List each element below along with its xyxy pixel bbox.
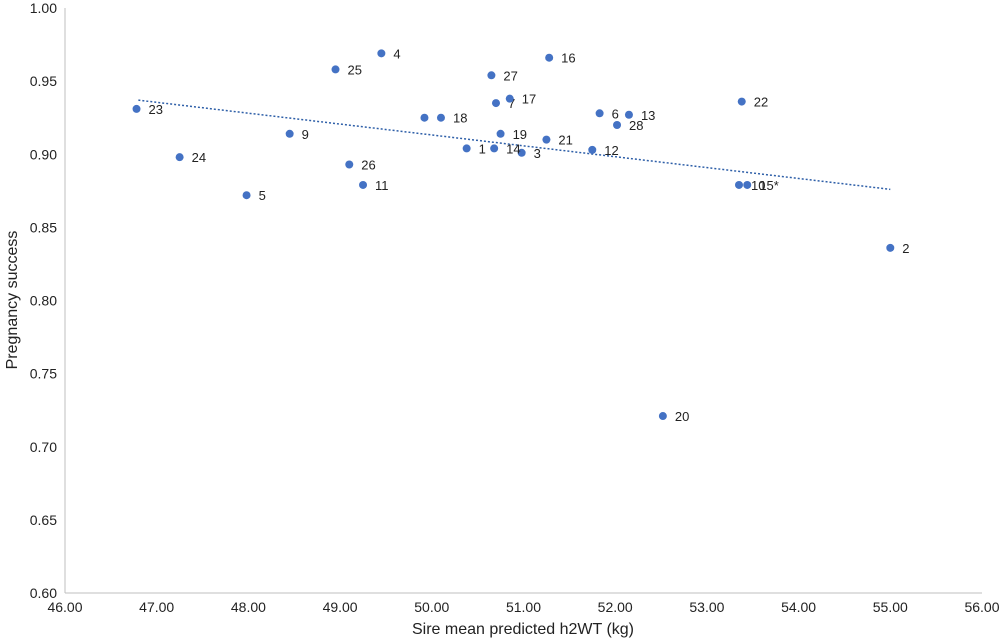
data-point [491, 99, 500, 108]
point-label: 14 [506, 141, 520, 156]
y-tick-label: 0.80 [30, 293, 57, 309]
point-label: 19 [513, 127, 527, 142]
x-tick-label: 56.00 [964, 599, 999, 615]
data-point [542, 135, 551, 144]
data-point [743, 180, 752, 189]
x-tick-label: 47.00 [139, 599, 174, 615]
point-label: 7 [508, 96, 515, 111]
point-label: 27 [503, 68, 517, 83]
point-label: 9 [302, 127, 309, 142]
data-point [737, 97, 746, 106]
point-label: 2 [902, 241, 909, 256]
point-label: 25 [348, 62, 362, 77]
y-axis: 0.60 0.65 0.70 0.75 0.80 0.85 0.90 0.95 1.00 [30, 0, 66, 601]
y-tick-label: 0.95 [30, 73, 57, 89]
x-tick-label: 54.00 [781, 599, 816, 615]
data-point [545, 53, 554, 62]
x-tick-label: 51.00 [506, 599, 541, 615]
x-tick-label: 49.00 [323, 599, 358, 615]
data-point [734, 180, 743, 189]
data-point [331, 65, 340, 74]
y-tick-label: 0.90 [30, 146, 57, 162]
data-point [345, 160, 354, 169]
y-tick-label: 1.00 [30, 0, 57, 16]
point-label: 6 [612, 106, 619, 121]
y-tick-label: 0.85 [30, 219, 57, 235]
x-tick-labels: 46.00 47.00 48.00 49.00 50.00 51.00 52.00 53.00… [47, 599, 999, 615]
x-axis-title: Sire mean predicted h2WT (kg) [412, 621, 634, 638]
data-point [175, 153, 184, 162]
point-label: 3 [534, 146, 541, 161]
point-label: 22 [754, 95, 768, 110]
point-label: 10 [751, 178, 765, 193]
data-point [285, 129, 294, 138]
point-label: 1 [479, 141, 486, 156]
y-axis-title: Pregnancy success [4, 231, 21, 370]
data-point [658, 412, 667, 421]
point-label: 24 [192, 150, 206, 165]
data-points: 12345679101112131415*1617181920212223242… [132, 46, 910, 424]
point-label: 26 [361, 157, 375, 172]
y-tick-label: 0.70 [30, 439, 57, 455]
point-label: 11 [375, 178, 389, 193]
point-label: 16 [561, 51, 575, 66]
y-tick-label: 0.60 [30, 585, 57, 601]
x-tick-label: 50.00 [414, 599, 449, 615]
point-label: 5 [259, 188, 266, 203]
data-point [132, 104, 141, 113]
y-tick-label: 0.75 [30, 366, 57, 382]
data-point [436, 113, 445, 122]
x-tick-label: 53.00 [689, 599, 724, 615]
data-point [490, 144, 499, 153]
x-axis: 46.00 47.00 48.00 49.00 50.00 51.00 52.00 53.00… [47, 592, 1000, 615]
data-point [487, 71, 496, 80]
data-point [595, 109, 604, 118]
data-point [505, 94, 514, 103]
point-label: 12 [604, 143, 618, 158]
point-label: 13 [641, 108, 655, 123]
point-label: 4 [393, 46, 400, 61]
y-tick-labels: 0.60 0.65 0.70 0.75 0.80 0.85 0.90 0.95 1.00 [30, 0, 57, 601]
data-point [588, 145, 597, 154]
data-point [886, 243, 895, 252]
data-point [496, 129, 505, 138]
data-point [462, 144, 471, 153]
point-label: 18 [453, 111, 467, 126]
point-label: 20 [675, 409, 689, 424]
data-point [359, 180, 368, 189]
data-point [613, 121, 622, 129]
x-tick-label: 52.00 [598, 599, 633, 615]
x-tick-label: 46.00 [47, 599, 82, 615]
data-point [624, 110, 633, 119]
x-tick-label: 48.00 [231, 599, 266, 615]
point-label: 23 [149, 102, 163, 117]
data-point [242, 191, 251, 200]
x-tick-label: 55.00 [873, 599, 908, 615]
y-tick-label: 0.65 [30, 512, 57, 528]
point-label: 15* [759, 178, 779, 193]
point-label: 17 [522, 92, 536, 107]
data-point [420, 113, 429, 122]
point-label: 28 [629, 118, 643, 133]
data-point [377, 49, 386, 58]
data-point [517, 148, 526, 157]
point-label: 21 [558, 133, 572, 148]
